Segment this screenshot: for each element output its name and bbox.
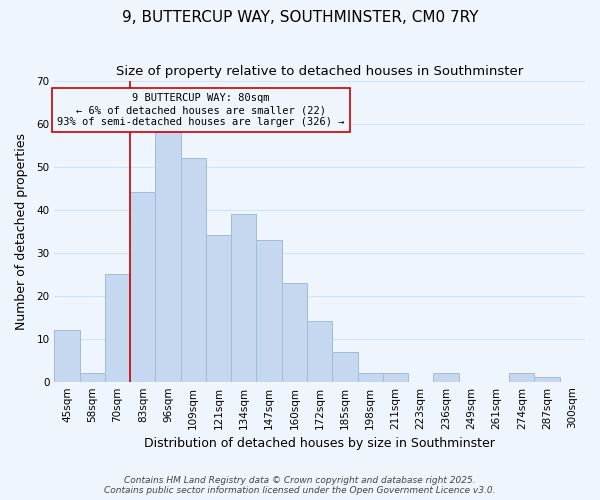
Bar: [307, 322, 332, 382]
Text: 9, BUTTERCUP WAY, SOUTHMINSTER, CM0 7RY: 9, BUTTERCUP WAY, SOUTHMINSTER, CM0 7RY: [122, 10, 478, 25]
Bar: [130, 192, 155, 382]
Bar: [433, 373, 458, 382]
Bar: [358, 373, 383, 382]
Title: Size of property relative to detached houses in Southminster: Size of property relative to detached ho…: [116, 65, 523, 78]
Bar: [282, 282, 307, 382]
Bar: [206, 236, 231, 382]
X-axis label: Distribution of detached houses by size in Southminster: Distribution of detached houses by size …: [144, 437, 495, 450]
Y-axis label: Number of detached properties: Number of detached properties: [15, 132, 28, 330]
Bar: [155, 132, 181, 382]
Bar: [105, 274, 130, 382]
Bar: [80, 373, 105, 382]
Bar: [383, 373, 408, 382]
Bar: [55, 330, 80, 382]
Bar: [509, 373, 535, 382]
Bar: [256, 240, 282, 382]
Bar: [181, 158, 206, 382]
Bar: [332, 352, 358, 382]
Bar: [231, 214, 256, 382]
Text: Contains HM Land Registry data © Crown copyright and database right 2025.
Contai: Contains HM Land Registry data © Crown c…: [104, 476, 496, 495]
Text: 9 BUTTERCUP WAY: 80sqm
← 6% of detached houses are smaller (22)
93% of semi-deta: 9 BUTTERCUP WAY: 80sqm ← 6% of detached …: [57, 94, 344, 126]
Bar: [535, 378, 560, 382]
